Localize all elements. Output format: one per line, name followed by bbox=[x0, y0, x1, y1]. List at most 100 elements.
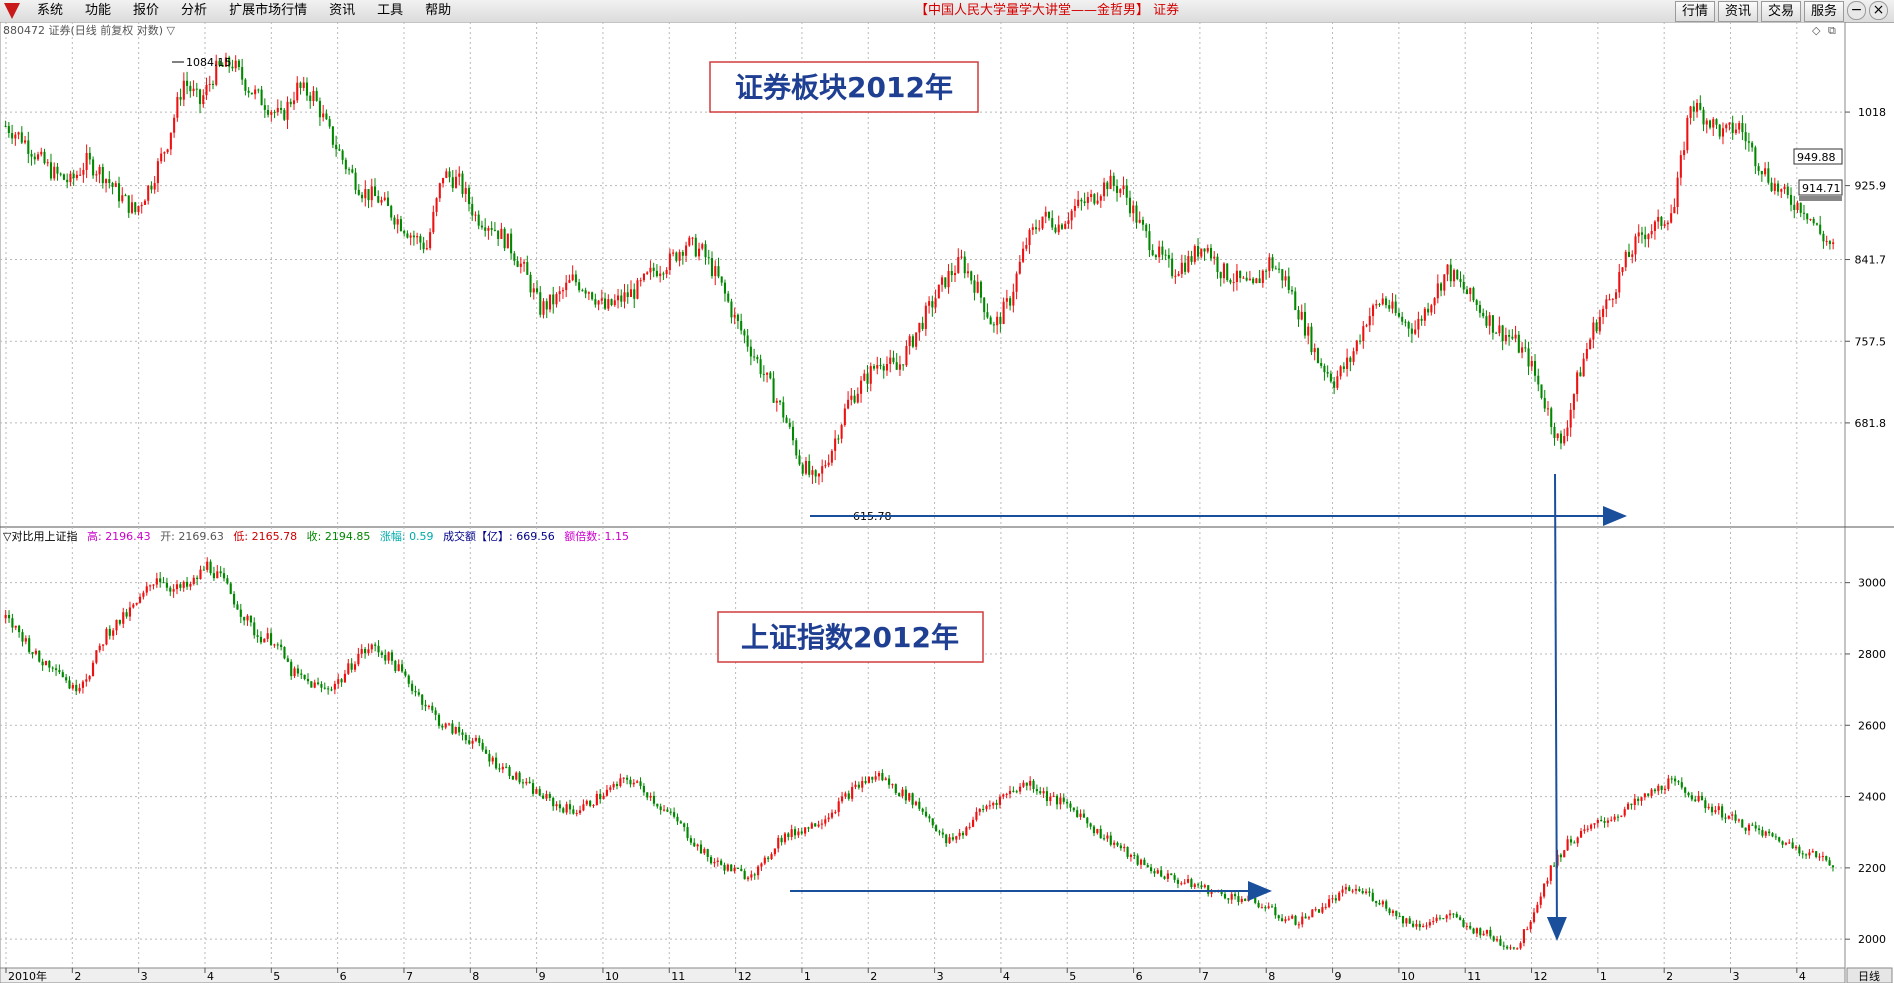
candle-body bbox=[111, 182, 114, 187]
candle-body bbox=[1666, 222, 1669, 225]
candle-body bbox=[1452, 913, 1455, 915]
candle-body bbox=[357, 653, 360, 665]
candle-body bbox=[1465, 289, 1469, 295]
candle-body bbox=[328, 119, 331, 127]
candle-body bbox=[1250, 895, 1253, 898]
candle-body bbox=[599, 793, 602, 800]
lower-header-prefix: ▽对比用上证指 bbox=[3, 529, 77, 543]
candle-body bbox=[1509, 947, 1512, 949]
candle-body bbox=[1090, 194, 1093, 198]
candle-body bbox=[986, 312, 989, 318]
candle-body bbox=[960, 256, 963, 258]
candle-body bbox=[1436, 283, 1439, 299]
candle-body bbox=[1197, 884, 1200, 886]
candle-body bbox=[46, 162, 49, 164]
info-button[interactable]: 资讯 bbox=[1717, 1, 1758, 22]
candle-body bbox=[478, 737, 481, 743]
menu-item-extended-market[interactable]: 扩展市场行情 bbox=[229, 3, 308, 18]
candle-body bbox=[535, 789, 538, 794]
candle-body bbox=[11, 618, 14, 628]
menu-item-quote[interactable]: 报价 bbox=[133, 3, 160, 18]
candle-body bbox=[1408, 918, 1411, 924]
diamond-icon[interactable]: ◇ bbox=[1812, 24, 1821, 37]
candle-body bbox=[1773, 183, 1776, 191]
x-tick-label: 2 bbox=[870, 970, 877, 983]
candle-body bbox=[830, 450, 833, 463]
candle-body bbox=[115, 619, 118, 631]
menu-item-function[interactable]: 功能 bbox=[85, 3, 112, 18]
menu-item-analysis[interactable]: 分析 bbox=[181, 3, 208, 18]
restore-icon[interactable]: ⧉ bbox=[1828, 24, 1836, 37]
candle-body bbox=[526, 262, 529, 275]
candle-body bbox=[1425, 925, 1428, 927]
candle-body bbox=[884, 778, 887, 781]
candle-body bbox=[143, 200, 146, 205]
x-tick-label: 2 bbox=[1666, 970, 1673, 983]
candle-body bbox=[1563, 850, 1566, 858]
candle-body bbox=[1219, 272, 1222, 279]
lower-header-high-label: 高: bbox=[87, 529, 102, 543]
candle-body bbox=[1512, 947, 1515, 949]
app-logo-icon[interactable] bbox=[4, 3, 20, 19]
candle-body bbox=[1264, 907, 1267, 909]
candle-body bbox=[273, 644, 276, 646]
candle-body bbox=[1694, 799, 1697, 802]
candle-body bbox=[416, 236, 419, 238]
menu-item-system[interactable]: 系统 bbox=[37, 3, 64, 18]
candle-body bbox=[406, 233, 409, 238]
candle-body bbox=[58, 670, 61, 673]
candle-body bbox=[898, 364, 901, 370]
candle-body bbox=[1754, 147, 1757, 167]
candle-body bbox=[1300, 311, 1303, 320]
service-button[interactable]: 服务 bbox=[1803, 1, 1844, 22]
candle-body bbox=[1683, 150, 1686, 156]
candle-body bbox=[1452, 270, 1456, 282]
candle-body bbox=[1368, 891, 1371, 893]
candle-body bbox=[830, 812, 834, 818]
candle-body bbox=[1163, 876, 1166, 879]
candle-body bbox=[1491, 315, 1494, 333]
candle-body bbox=[162, 582, 165, 584]
candle-body bbox=[156, 161, 159, 184]
menu-item-news[interactable]: 资讯 bbox=[329, 3, 356, 18]
candle-body bbox=[1334, 898, 1337, 901]
candle-body bbox=[1798, 846, 1801, 854]
candle-body bbox=[1354, 888, 1358, 891]
lower-header-change: 0.59 bbox=[409, 530, 434, 543]
candle-body bbox=[1504, 335, 1507, 342]
candle-body bbox=[250, 92, 253, 95]
candle-body bbox=[474, 214, 477, 216]
market-button[interactable]: 行情 bbox=[1674, 1, 1715, 22]
close-icon[interactable]: × bbox=[1869, 1, 1888, 20]
candle-body bbox=[330, 689, 333, 691]
candle-body bbox=[766, 372, 769, 375]
menu-item-help[interactable]: 帮助 bbox=[425, 3, 452, 18]
candle-body bbox=[1145, 224, 1148, 232]
candle-body bbox=[500, 228, 503, 239]
candle-body bbox=[445, 171, 448, 178]
candle-body bbox=[351, 169, 354, 173]
candle-body bbox=[714, 266, 717, 277]
candle-body bbox=[610, 299, 613, 306]
candle-body bbox=[562, 808, 565, 813]
candle-body bbox=[1637, 798, 1640, 801]
x-tick-label: 6 bbox=[340, 970, 347, 983]
candle-body bbox=[779, 400, 782, 403]
candle-body bbox=[1138, 219, 1141, 223]
minimize-icon[interactable]: − bbox=[1847, 1, 1866, 20]
trade-button[interactable]: 交易 bbox=[1760, 1, 1801, 22]
candle-body bbox=[978, 808, 981, 812]
candle-body bbox=[1070, 210, 1073, 221]
candle-body bbox=[1818, 856, 1821, 858]
candle-body bbox=[1096, 200, 1099, 204]
candle-body bbox=[1141, 219, 1144, 225]
menu-item-tools[interactable]: 工具 bbox=[377, 3, 404, 18]
candle-body bbox=[1532, 912, 1536, 922]
candle-body bbox=[490, 227, 493, 230]
candle-body bbox=[516, 260, 519, 267]
candle-body bbox=[1536, 904, 1539, 913]
candle-body bbox=[824, 819, 827, 824]
candle-body bbox=[1227, 898, 1230, 900]
candle-body bbox=[1313, 348, 1316, 353]
period-tab[interactable] bbox=[1846, 967, 1893, 983]
